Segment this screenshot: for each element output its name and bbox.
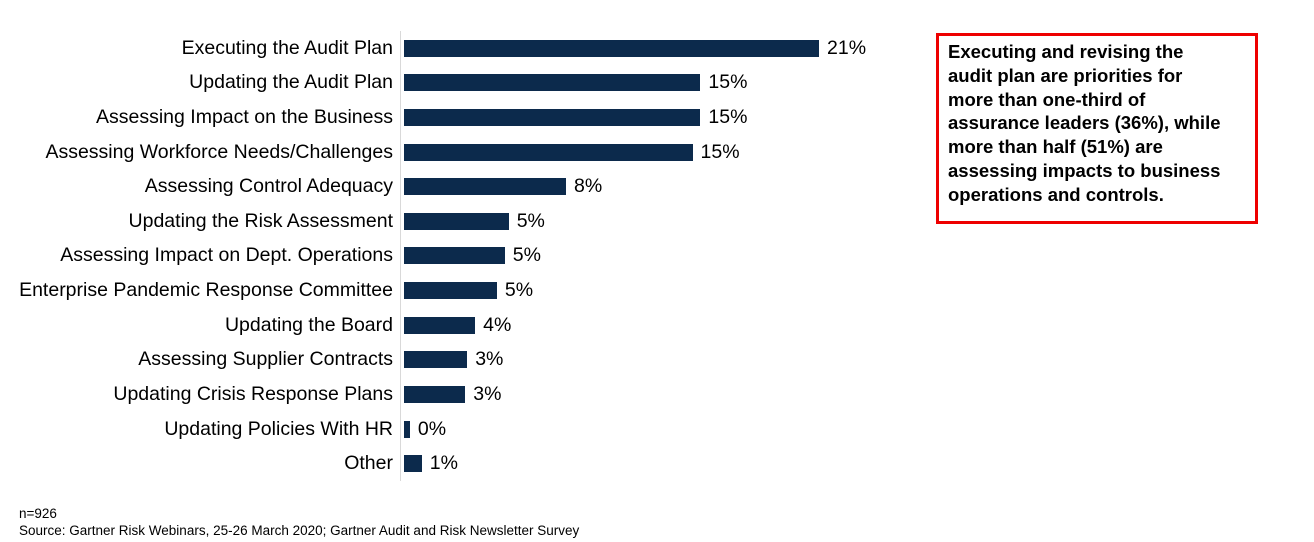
plot-area: 3% [400,377,920,412]
value-label: 1% [429,452,458,475]
category-label: Enterprise Pandemic Response Committee [19,279,393,302]
bar [404,143,693,161]
category-label: Updating Crisis Response Plans [113,382,393,405]
category-label: Executing the Audit Plan [181,36,393,59]
category-label: Updating the Board [224,313,393,336]
plot-area: 15% [400,65,920,101]
value-label: 4% [483,313,512,336]
chart-row: Updating the Audit Plan 15% [0,65,920,101]
plot-area: 15% [400,134,920,170]
chart-row: Enterprise Pandemic Response Committee 5… [0,273,920,308]
bar [404,420,410,438]
bar [404,455,422,473]
chart-row: Updating the Board 4% [0,307,920,343]
chart-row: Other 1% [0,446,920,481]
chart-row: Assessing Workforce Needs/Challenges 15% [0,134,920,170]
bar [404,109,701,127]
category-label: Updating the Risk Assessment [128,209,393,232]
value-label: 3% [475,348,504,371]
plot-area: 5% [400,238,920,274]
chart-row: Executing the Audit Plan 21% [0,31,920,66]
plot-area: 0% [400,411,920,447]
plot-area: 5% [400,273,920,308]
chart-row: Updating the Risk Assessment 5% [0,204,920,239]
plot-area: 21% [400,31,920,66]
sample-size-note: n=926 [19,506,57,521]
callout-text: Executing and revising the audit plan ar… [948,41,1221,205]
value-label: 5% [516,209,545,232]
category-label: Updating Policies With HR [164,417,393,440]
source-note: Source: Gartner Risk Webinars, 25-26 Mar… [19,523,580,538]
category-label: Other [344,452,393,475]
value-label: 5% [504,279,534,302]
callout-box: Executing and revising the audit plan ar… [936,33,1258,224]
chart-row: Assessing Control Adequacy 8% [0,169,920,205]
bar [404,282,497,300]
bar [404,74,701,92]
value-label: 21% [827,36,867,59]
plot-area: 4% [400,307,920,343]
bar-chart: Executing the Audit Plan 21% Updating th… [0,31,920,481]
plot-area: 8% [400,169,920,205]
chart-row: Updating Crisis Response Plans 3% [0,377,920,412]
value-label: 3% [473,382,502,405]
category-label: Assessing Impact on the Business [96,106,393,129]
plot-area: 3% [400,342,920,378]
value-label: 8% [574,175,603,198]
bar [404,351,468,369]
bar [404,385,466,403]
category-label: Assessing Workforce Needs/Challenges [45,140,393,163]
chart-row: Assessing Impact on the Business 15% [0,100,920,135]
value-label: 5% [512,244,541,267]
bar [404,316,476,334]
value-label: 15% [700,140,740,163]
bar [404,212,509,230]
value-label: 15% [708,71,748,94]
category-label: Assessing Supplier Contracts [138,348,393,371]
category-label: Updating the Audit Plan [189,71,393,94]
bar [404,39,819,57]
value-label: 15% [708,106,748,129]
plot-area: 15% [400,100,920,135]
chart-row: Updating Policies With HR 0% [0,411,920,447]
chart-row: Assessing Impact on Dept. Operations 5% [0,238,920,274]
chart-row: Assessing Supplier Contracts 3% [0,342,920,378]
chart-footer: n=926 Source: Gartner Risk Webinars, 25-… [19,505,579,539]
category-label: Assessing Impact on Dept. Operations [60,244,393,267]
bar [404,247,505,265]
plot-area: 5% [400,204,920,239]
value-label: 0% [417,417,447,440]
category-label: Assessing Control Adequacy [144,175,393,198]
bar [404,178,566,196]
plot-area: 1% [400,446,920,481]
